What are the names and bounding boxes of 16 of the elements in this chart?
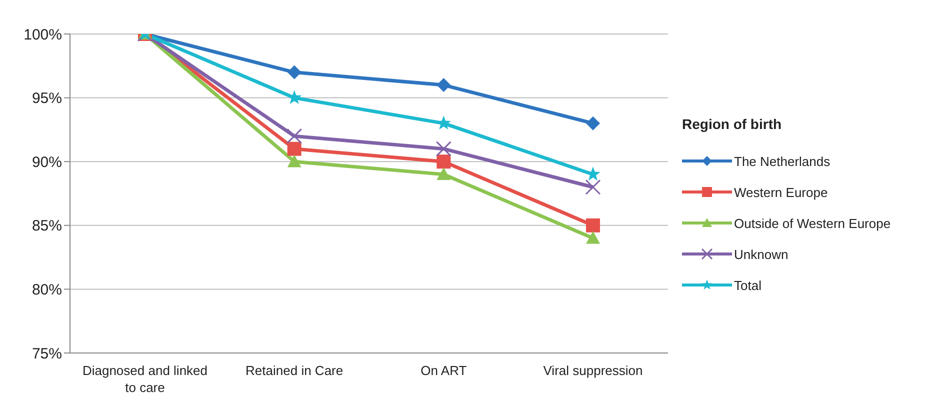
legend-label: Outside of Western Europe	[734, 216, 891, 230]
legend-label: The Netherlands	[734, 154, 830, 168]
x-tick-label: On ART	[420, 363, 467, 378]
y-tick-label: 90%	[32, 154, 62, 171]
legend-title: Region of birth	[682, 116, 783, 132]
legend-label: Western Europe	[734, 184, 828, 200]
y-tick-label: 95%	[32, 90, 62, 108]
legend-label: Total	[734, 278, 762, 292]
y-tick-label: 75%	[32, 345, 62, 362]
x-tick-label: Diagnosed and linked to care	[82, 363, 208, 395]
y-tick-label: 80%	[32, 282, 62, 299]
x-tick-label: Viral suppression	[543, 363, 643, 378]
x-tick-label: Retained in Care	[246, 363, 344, 378]
y-tick-label: 100%	[24, 26, 62, 44]
legend-label: Unknown	[734, 246, 788, 262]
y-tick-label: 85%	[32, 218, 62, 235]
